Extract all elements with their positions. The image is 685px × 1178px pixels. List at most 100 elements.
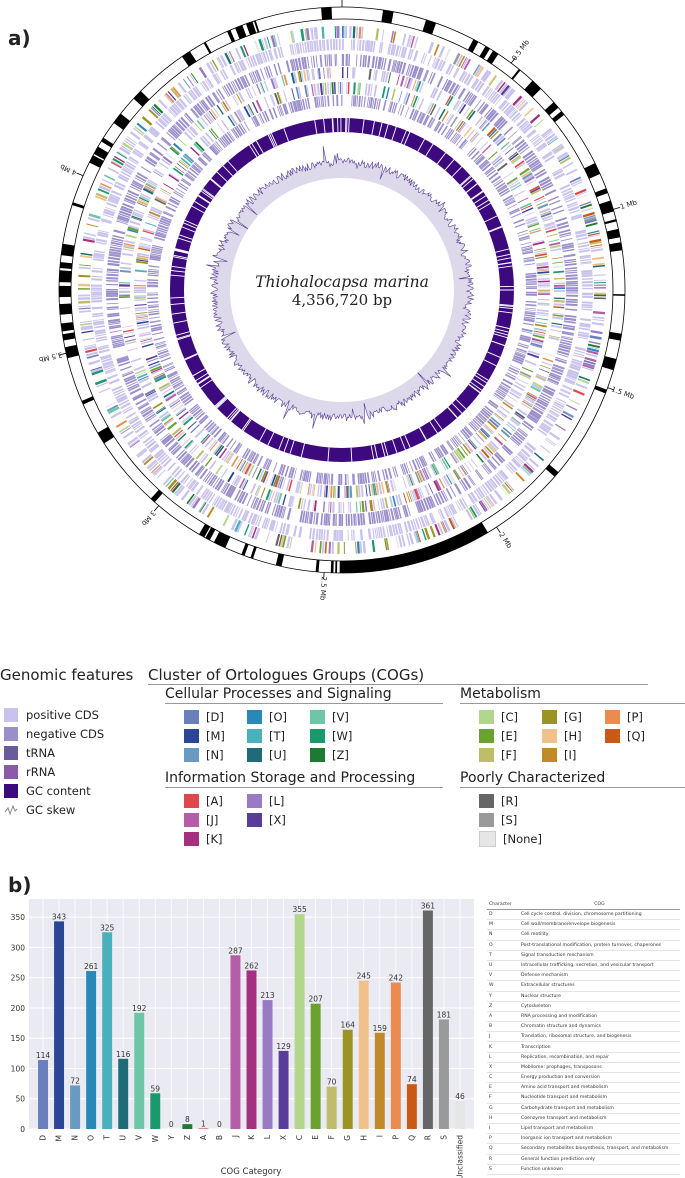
feature-mark: [199, 468, 209, 480]
gc-gap: [488, 225, 502, 232]
feature-mark: [265, 459, 271, 470]
feature-mark: [497, 81, 506, 93]
feature-mark: [204, 437, 214, 448]
feature-mark: [494, 79, 504, 91]
feature-mark: [515, 455, 525, 464]
table-cell-character: L: [487, 1052, 519, 1063]
feature-mark: [488, 128, 498, 138]
feature-mark: [412, 518, 418, 530]
gc-gap: [222, 165, 234, 177]
feature-mark: [275, 505, 281, 518]
feature-mark: [372, 69, 376, 81]
feature-mark: [401, 62, 407, 75]
feature-mark: [265, 518, 271, 530]
feature-mark: [485, 108, 495, 120]
gc-gap: [214, 396, 226, 407]
feature-mark: [182, 155, 193, 164]
feature-mark: [155, 232, 167, 237]
feature-mark: [483, 424, 494, 435]
feature-mark: [389, 496, 394, 508]
feature-mark: [359, 529, 364, 541]
feature-mark: [516, 141, 527, 151]
feature-mark: [212, 443, 222, 455]
feature-mark: [231, 455, 239, 467]
feature-mark: [235, 93, 243, 104]
feature-mark: [449, 83, 457, 95]
table-row: N Cell motility: [487, 929, 680, 941]
feature-mark: [553, 303, 565, 307]
feature-mark: [380, 481, 385, 494]
legend-swatch: [4, 765, 18, 779]
feature-mark: [149, 419, 160, 428]
x-tick-label: Unclassified: [455, 1135, 464, 1178]
feature-mark: [518, 342, 529, 347]
feature-mark: [314, 540, 317, 553]
feature-mark: [507, 178, 519, 186]
feature-mark: [536, 142, 547, 151]
feature-mark: [407, 48, 412, 60]
feature-mark: [282, 535, 287, 548]
feature-mark: [129, 387, 142, 395]
feature-mark: [445, 80, 453, 93]
feature-mark: [267, 489, 273, 501]
feature-mark: [393, 102, 398, 114]
feature-mark: [300, 28, 305, 42]
gc-gap: [476, 199, 489, 208]
feature-mark: [177, 119, 188, 130]
feature-mark: [108, 322, 121, 326]
feature-mark: [514, 381, 526, 389]
table-cell-character: C: [487, 1072, 519, 1084]
feature-mark: [544, 438, 556, 447]
feature-mark: [255, 83, 262, 95]
feature-mark: [103, 366, 115, 371]
feature-mark: [210, 145, 219, 155]
legend-label: [None]: [503, 832, 542, 846]
x-tick-label: Y: [167, 1135, 176, 1141]
feature-mark: [564, 258, 577, 262]
feature-mark: [213, 428, 223, 438]
feature-mark: [111, 237, 124, 242]
feature-mark: [115, 392, 126, 399]
feature-mark: [147, 279, 159, 282]
feature-mark: [466, 75, 474, 86]
feature-mark: [201, 80, 210, 91]
feature-mark: [156, 228, 168, 234]
feature-mark: [347, 82, 350, 95]
feature-mark: [111, 337, 124, 342]
feature-mark: [565, 269, 578, 272]
feature-mark: [355, 54, 358, 67]
feature-mark: [247, 104, 255, 116]
feature-mark: [412, 489, 418, 501]
feature-mark: [258, 113, 265, 124]
feature-mark: [156, 427, 167, 437]
feature-mark: [78, 274, 91, 278]
feature-mark: [310, 540, 315, 553]
feature-mark: [318, 528, 321, 541]
feature-mark: [388, 43, 392, 55]
gc-gap: [495, 325, 510, 330]
ideogram-block: [199, 523, 211, 538]
feature-mark: [269, 473, 275, 486]
feature-mark: [410, 519, 416, 531]
feature-mark: [91, 291, 103, 294]
ideogram-block: [227, 29, 236, 43]
feature-mark: [482, 407, 493, 416]
gc-gap: [476, 372, 489, 381]
feature-mark: [498, 83, 508, 95]
feature-mark: [141, 453, 153, 464]
gc-gap: [447, 406, 458, 418]
feature-mark: [578, 327, 590, 331]
genomic-features-title: Genomic features: [0, 666, 134, 684]
feature-mark: [505, 105, 515, 116]
feature-mark: [309, 511, 314, 525]
feature-mark: [273, 491, 279, 503]
feature-mark: [107, 312, 120, 316]
feature-mark: [439, 444, 448, 456]
feature-mark: [155, 343, 167, 349]
feature-mark: [545, 415, 556, 423]
feature-mark: [512, 356, 524, 363]
feature-mark: [126, 192, 138, 199]
feature-mark: [134, 286, 147, 289]
feature-mark: [292, 101, 297, 113]
bar: [406, 1084, 417, 1129]
